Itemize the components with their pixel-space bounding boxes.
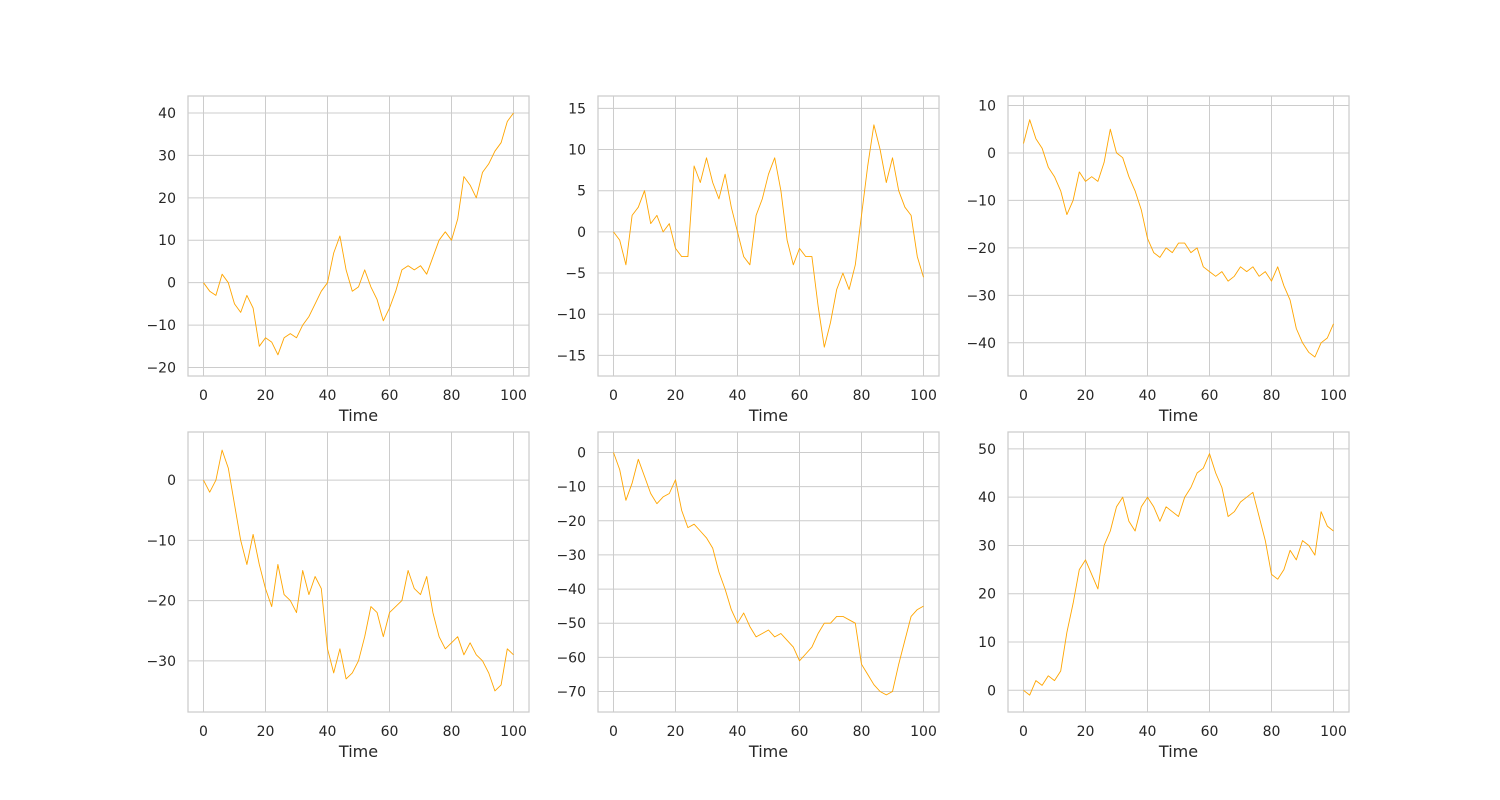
subplot-2: 0 20 40 60 80 100 −15 −10 −5 0 5 10 15 Time — [556, 95, 940, 425]
x-tick-label: 0 — [1019, 724, 1028, 740]
y-tick-label: 40 — [978, 490, 996, 506]
x-tick-label: 20 — [667, 388, 685, 404]
y-tick-label: 0 — [167, 473, 176, 489]
y-tick-label: −50 — [556, 616, 586, 632]
y-tick-label: −10 — [556, 480, 586, 496]
x-tick-label: 60 — [791, 724, 809, 740]
series-line — [1023, 453, 1334, 696]
series-line — [203, 449, 514, 692]
x-tick-label: 40 — [729, 388, 747, 404]
x-tick-label: 20 — [257, 388, 275, 404]
x-tick-label: 60 — [791, 388, 809, 404]
x-tick-label: 40 — [729, 724, 747, 740]
y-tick-label: −70 — [556, 685, 586, 701]
y-tick-label: 0 — [987, 146, 996, 162]
plot-frame — [1007, 431, 1350, 713]
x-tick-label: 100 — [500, 724, 527, 740]
y-tick-label: −20 — [146, 361, 176, 377]
series-line — [613, 124, 924, 348]
x-axis-label: Time — [748, 742, 788, 761]
series-line — [1023, 119, 1334, 358]
plot-frame — [1007, 95, 1350, 377]
x-tick-label: 20 — [1077, 388, 1095, 404]
plot-frame — [597, 431, 940, 713]
x-axis-label: Time — [748, 406, 788, 425]
y-tick-label: −20 — [146, 594, 176, 610]
y-tick-label: 30 — [158, 148, 176, 164]
x-tick-label: 0 — [199, 388, 208, 404]
y-tick-label: 40 — [158, 106, 176, 122]
y-tick-label: −10 — [556, 307, 586, 323]
y-tick-label: −30 — [146, 654, 176, 670]
y-tick-label: 10 — [158, 233, 176, 249]
x-tick-label: 40 — [319, 388, 337, 404]
y-tick-label: 0 — [987, 683, 996, 699]
x-axis-label: Time — [338, 742, 378, 761]
x-tick-label: 80 — [853, 724, 871, 740]
y-tick-label: −20 — [966, 241, 996, 257]
plot-frame — [597, 95, 940, 377]
x-tick-label: 0 — [1019, 388, 1028, 404]
x-tick-label: 20 — [1077, 724, 1095, 740]
y-tick-label: 30 — [978, 538, 996, 554]
y-tick-label: −10 — [966, 193, 996, 209]
x-tick-label: 100 — [910, 388, 937, 404]
y-tick-label: −10 — [146, 318, 176, 334]
x-tick-label: 0 — [609, 388, 618, 404]
x-tick-label: 60 — [381, 388, 399, 404]
series-line — [613, 452, 924, 696]
y-tick-label: −30 — [556, 548, 586, 564]
x-tick-label: 40 — [319, 724, 337, 740]
x-tick-label: 80 — [1263, 724, 1281, 740]
y-tick-label: 50 — [978, 442, 996, 458]
y-tick-label: −40 — [556, 582, 586, 598]
x-tick-label: 0 — [609, 724, 618, 740]
y-tick-label: 0 — [577, 445, 586, 461]
series-line — [203, 112, 514, 356]
y-tick-label: 10 — [978, 98, 996, 114]
x-axis-label: Time — [1158, 742, 1198, 761]
x-tick-label: 100 — [910, 724, 937, 740]
y-tick-label: −30 — [966, 288, 996, 304]
y-tick-label: 20 — [978, 587, 996, 603]
plot-frame — [187, 95, 530, 377]
x-tick-label: 40 — [1139, 388, 1157, 404]
x-tick-label: 60 — [381, 724, 399, 740]
y-tick-label: −20 — [556, 514, 586, 530]
y-tick-label: 5 — [577, 184, 586, 200]
y-tick-label: −5 — [565, 266, 586, 282]
x-tick-label: 60 — [1201, 724, 1219, 740]
x-axis-label: Time — [1158, 406, 1198, 425]
x-tick-label: 100 — [500, 388, 527, 404]
x-tick-label: 100 — [1320, 388, 1347, 404]
y-tick-label: −10 — [146, 533, 176, 549]
y-tick-label: 0 — [577, 225, 586, 241]
y-tick-label: 20 — [158, 191, 176, 207]
x-tick-label: 0 — [199, 724, 208, 740]
x-tick-label: 80 — [853, 388, 871, 404]
y-tick-label: 10 — [978, 635, 996, 651]
y-tick-label: −40 — [966, 336, 996, 352]
x-tick-label: 100 — [1320, 724, 1347, 740]
y-tick-label: 15 — [568, 101, 586, 117]
y-tick-label: 0 — [167, 276, 176, 292]
x-tick-label: 40 — [1139, 724, 1157, 740]
x-tick-label: 20 — [257, 724, 275, 740]
x-tick-label: 80 — [443, 724, 461, 740]
subplot-6: 0 20 40 60 80 100 0 10 20 30 40 50 Time — [978, 431, 1350, 761]
y-tick-label: −60 — [556, 650, 586, 666]
subplot-4: 0 20 40 60 80 100 −30 −20 −10 0 Time — [146, 431, 530, 761]
y-tick-label: −15 — [556, 348, 586, 364]
y-tick-label: 10 — [568, 143, 586, 159]
subplot-5: 0 20 40 60 80 100 −70 −60 −50 −40 −30 −20 −10 0 Time — [556, 431, 940, 761]
x-axis-label: Time — [338, 406, 378, 425]
subplot-3: 0 20 40 60 80 100 −40 −30 −20 −10 0 10 Time — [966, 95, 1350, 425]
plot-frame — [187, 431, 530, 713]
x-tick-label: 20 — [667, 724, 685, 740]
x-tick-label: 80 — [1263, 388, 1281, 404]
x-tick-label: 60 — [1201, 388, 1219, 404]
x-tick-label: 80 — [443, 388, 461, 404]
